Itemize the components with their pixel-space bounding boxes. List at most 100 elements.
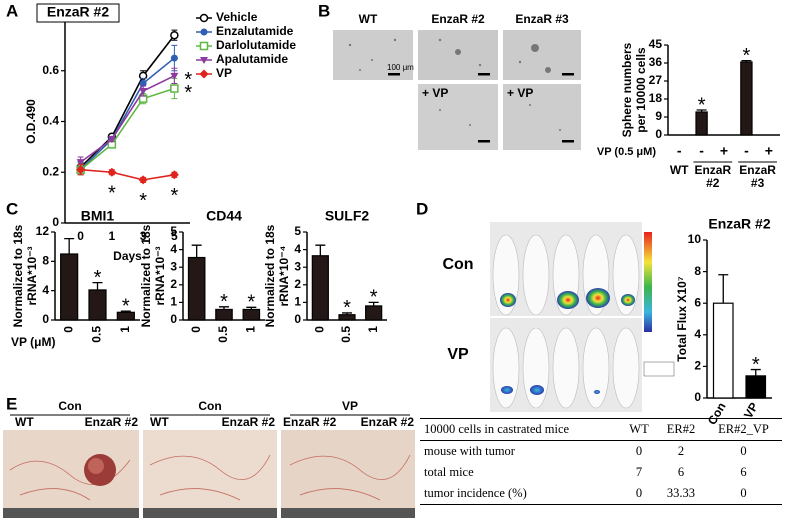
x-tick-label: - (677, 143, 682, 159)
point (170, 54, 178, 62)
photo-label: EnzaR #2 (222, 415, 276, 429)
x-tick-label: - (744, 143, 749, 159)
bar (712, 302, 734, 399)
y-tick-label: 0 (655, 127, 662, 141)
y-axis-label: rRNA*10⁻⁴ (277, 245, 291, 306)
error-bar (750, 368, 761, 376)
y-axis-label: Normalized to 18s (263, 224, 277, 327)
error-bar (92, 281, 103, 290)
chart-title: BMI1 (81, 208, 115, 224)
group-label: WT (669, 163, 689, 177)
chart-title: SULF2 (325, 208, 370, 224)
x-tick-label: 1 (366, 326, 380, 333)
legend-label: Darlolutamide (216, 38, 296, 52)
microscopy-images (333, 30, 581, 150)
x-tick-label: - (699, 143, 704, 159)
treatment-label: + VP (422, 86, 448, 100)
chart-title: EnzaR #2 (47, 4, 109, 20)
error-bar (120, 310, 131, 313)
x-tick-label: 0.5 (339, 326, 353, 343)
y-axis-label: Normalized to 18s (139, 224, 153, 327)
table-header: ER#2 (657, 418, 705, 441)
significance: * (139, 190, 147, 212)
bioluminescence-images (490, 222, 675, 412)
x-tick-label: 0 (189, 326, 203, 333)
table-cell: 33.33 (657, 483, 705, 505)
point (76, 165, 86, 175)
significance: * (184, 69, 192, 91)
bar (740, 61, 753, 136)
table-cell: 0 (621, 483, 658, 505)
column-label: WT (359, 12, 378, 26)
panel-label: B (318, 1, 330, 20)
point (170, 72, 179, 80)
x-tick-label: 1 (118, 326, 132, 333)
y-tick-label: 6 (694, 295, 701, 309)
point (139, 88, 148, 96)
significance: * (370, 287, 378, 309)
bar (187, 256, 206, 321)
y-axis-label: rRNA*10⁻³ (25, 246, 39, 305)
y-tick-label: 10 (688, 232, 702, 246)
y-tick-label: 1 (170, 295, 177, 309)
y-tick-label: 8 (694, 264, 701, 278)
y-tick-label: 45 (649, 37, 663, 51)
photo-label: EnzaR #2 (361, 415, 415, 429)
group-label: VP (342, 399, 358, 413)
y-tick-label: 4 (694, 327, 701, 341)
panel-label: A (6, 1, 18, 20)
significance: * (247, 292, 255, 314)
significance: * (170, 185, 178, 207)
chart-title: EnzaR #2 (708, 216, 770, 232)
y-tick-label: 0 (52, 215, 59, 229)
x-tick-label: 0.5 (216, 326, 230, 343)
point (107, 167, 117, 177)
point (169, 170, 179, 180)
y-tick-label: 12 (36, 224, 50, 238)
series-line (80, 34, 176, 168)
y-tick-label: 0 (694, 390, 701, 404)
chart-title: CD44 (206, 208, 242, 224)
photo-label: EnzaR #2 (85, 415, 139, 429)
significance: * (343, 297, 351, 319)
point (76, 159, 85, 167)
group-label: Con (198, 399, 221, 413)
group-label: EnzaR #3 (739, 163, 776, 190)
x-tick-label: 1 (244, 326, 258, 333)
table-header: 10000 cells in castrated mice (420, 418, 621, 441)
significance: * (108, 183, 116, 205)
x-tick-label: 0 (61, 326, 75, 333)
tumor-photos (3, 430, 415, 518)
x-tick-label: 5 (171, 229, 178, 243)
table-cell: total mice (424, 465, 474, 479)
error-bar (315, 244, 326, 256)
y-tick-label: 27 (649, 73, 663, 87)
legend-marker (200, 28, 208, 36)
y-tick-label: 0 (42, 312, 49, 326)
table-cell: mouse with tumor (424, 444, 515, 458)
table-cell: 6 (740, 465, 747, 479)
y-tick-label: 2 (294, 277, 301, 291)
y-axis-label: Normalized to 18s (11, 224, 25, 327)
x-tick-label: 0 (77, 229, 84, 243)
series-line (80, 168, 175, 181)
y-tick-label: 0 (170, 312, 177, 326)
significance: * (220, 291, 228, 313)
x-tick-label: 0 (313, 326, 327, 333)
table-cell: 0 (635, 444, 643, 458)
y-axis-label: per 10000 cells (634, 47, 648, 133)
column-label: EnzaR #3 (515, 12, 569, 26)
incidence-table: 10000 cells in castrated mice WT ER#2 ER… (420, 418, 782, 505)
point (138, 175, 148, 185)
y-tick-label: 0.2 (42, 164, 59, 178)
error-bar (368, 301, 379, 306)
x-tick-label: 1 (109, 229, 116, 243)
y-axis-label: Total Flux X10⁷ (675, 276, 689, 361)
table-cell: tumor incidence (%) (420, 483, 621, 505)
error-bar (64, 237, 75, 254)
significance: * (122, 295, 130, 317)
y-tick-label: 4 (170, 242, 177, 256)
legend-label: Vehicle (216, 10, 258, 24)
y-tick-label: 5 (294, 224, 301, 238)
